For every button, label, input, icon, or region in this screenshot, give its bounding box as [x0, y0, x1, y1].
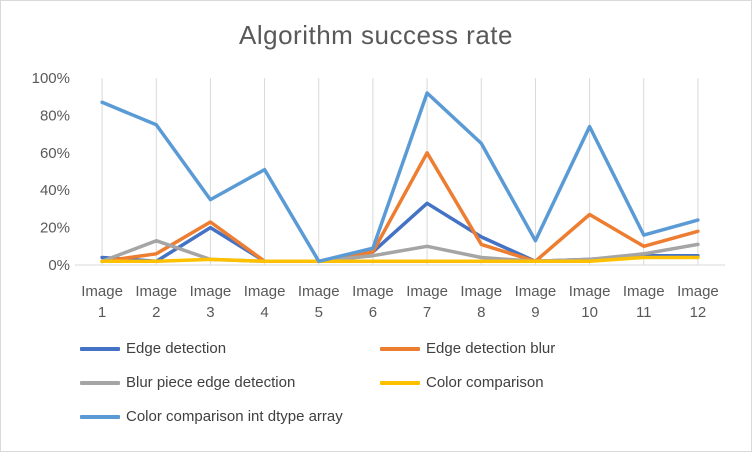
legend-swatch: [80, 414, 120, 419]
x-tick-label: 4: [260, 304, 268, 321]
series-line-5: [100, 91, 700, 264]
x-tick-label: 6: [369, 304, 377, 321]
series-line-2: [100, 151, 700, 264]
y-tick-label: 100%: [32, 70, 70, 87]
x-tick-label: Image: [623, 283, 665, 300]
series-line-3: [100, 238, 700, 264]
x-tick-label: Image: [677, 283, 719, 300]
x-tick-label: 11: [636, 304, 652, 321]
x-tick-label: Image: [81, 283, 123, 300]
legend-label: Edge detection: [126, 340, 227, 357]
legend-item: Edge detection: [80, 340, 226, 357]
series-line-4: [100, 255, 700, 264]
legend-item: Blur piece edge detection: [80, 374, 295, 391]
x-tick-label: Image: [135, 283, 177, 300]
legend-label: Color comparison int dtype array: [126, 408, 343, 425]
legend-label: Color comparison: [426, 374, 544, 391]
y-tick-label: 80%: [40, 107, 70, 124]
legend-swatch: [380, 346, 420, 351]
x-tick-label: Image: [244, 283, 286, 300]
x-tick-label: 12: [690, 304, 707, 321]
legend-item: Color comparison: [380, 374, 544, 391]
legend-swatch: [80, 346, 120, 351]
y-tick-label: 40%: [40, 182, 70, 199]
legend-item: Edge detection blur: [380, 340, 555, 357]
x-tick-label: Image: [515, 283, 557, 300]
y-tick-label: 60%: [40, 145, 70, 162]
chart-title: Algorithm success rate: [239, 20, 513, 50]
x-tick-label: Image: [406, 283, 448, 300]
y-tick-label: 20%: [40, 220, 70, 237]
x-tick-label: 10: [581, 304, 598, 321]
x-tick-label: 5: [315, 304, 323, 321]
x-tick-label: Image: [298, 283, 340, 300]
x-tick-label: 3: [206, 304, 214, 321]
legend-label: Blur piece edge detection: [126, 374, 296, 391]
x-tick-label: 1: [98, 304, 106, 321]
x-tick-label: 2: [152, 304, 160, 321]
legend-swatch: [380, 380, 420, 385]
legend-label: Edge detection blur: [426, 340, 556, 357]
x-tick-label: Image: [460, 283, 502, 300]
legend-item: Color comparison int dtype array: [80, 408, 343, 425]
x-tick-label: Image: [352, 283, 394, 300]
x-tick-label: Image: [569, 283, 611, 300]
x-tick-label: 9: [531, 304, 539, 321]
legend-swatch: [80, 380, 120, 385]
x-tick-label: 8: [477, 304, 485, 321]
x-tick-label: 7: [423, 304, 431, 321]
x-tick-label: Image: [190, 283, 232, 300]
y-tick-label: 0%: [48, 257, 70, 274]
